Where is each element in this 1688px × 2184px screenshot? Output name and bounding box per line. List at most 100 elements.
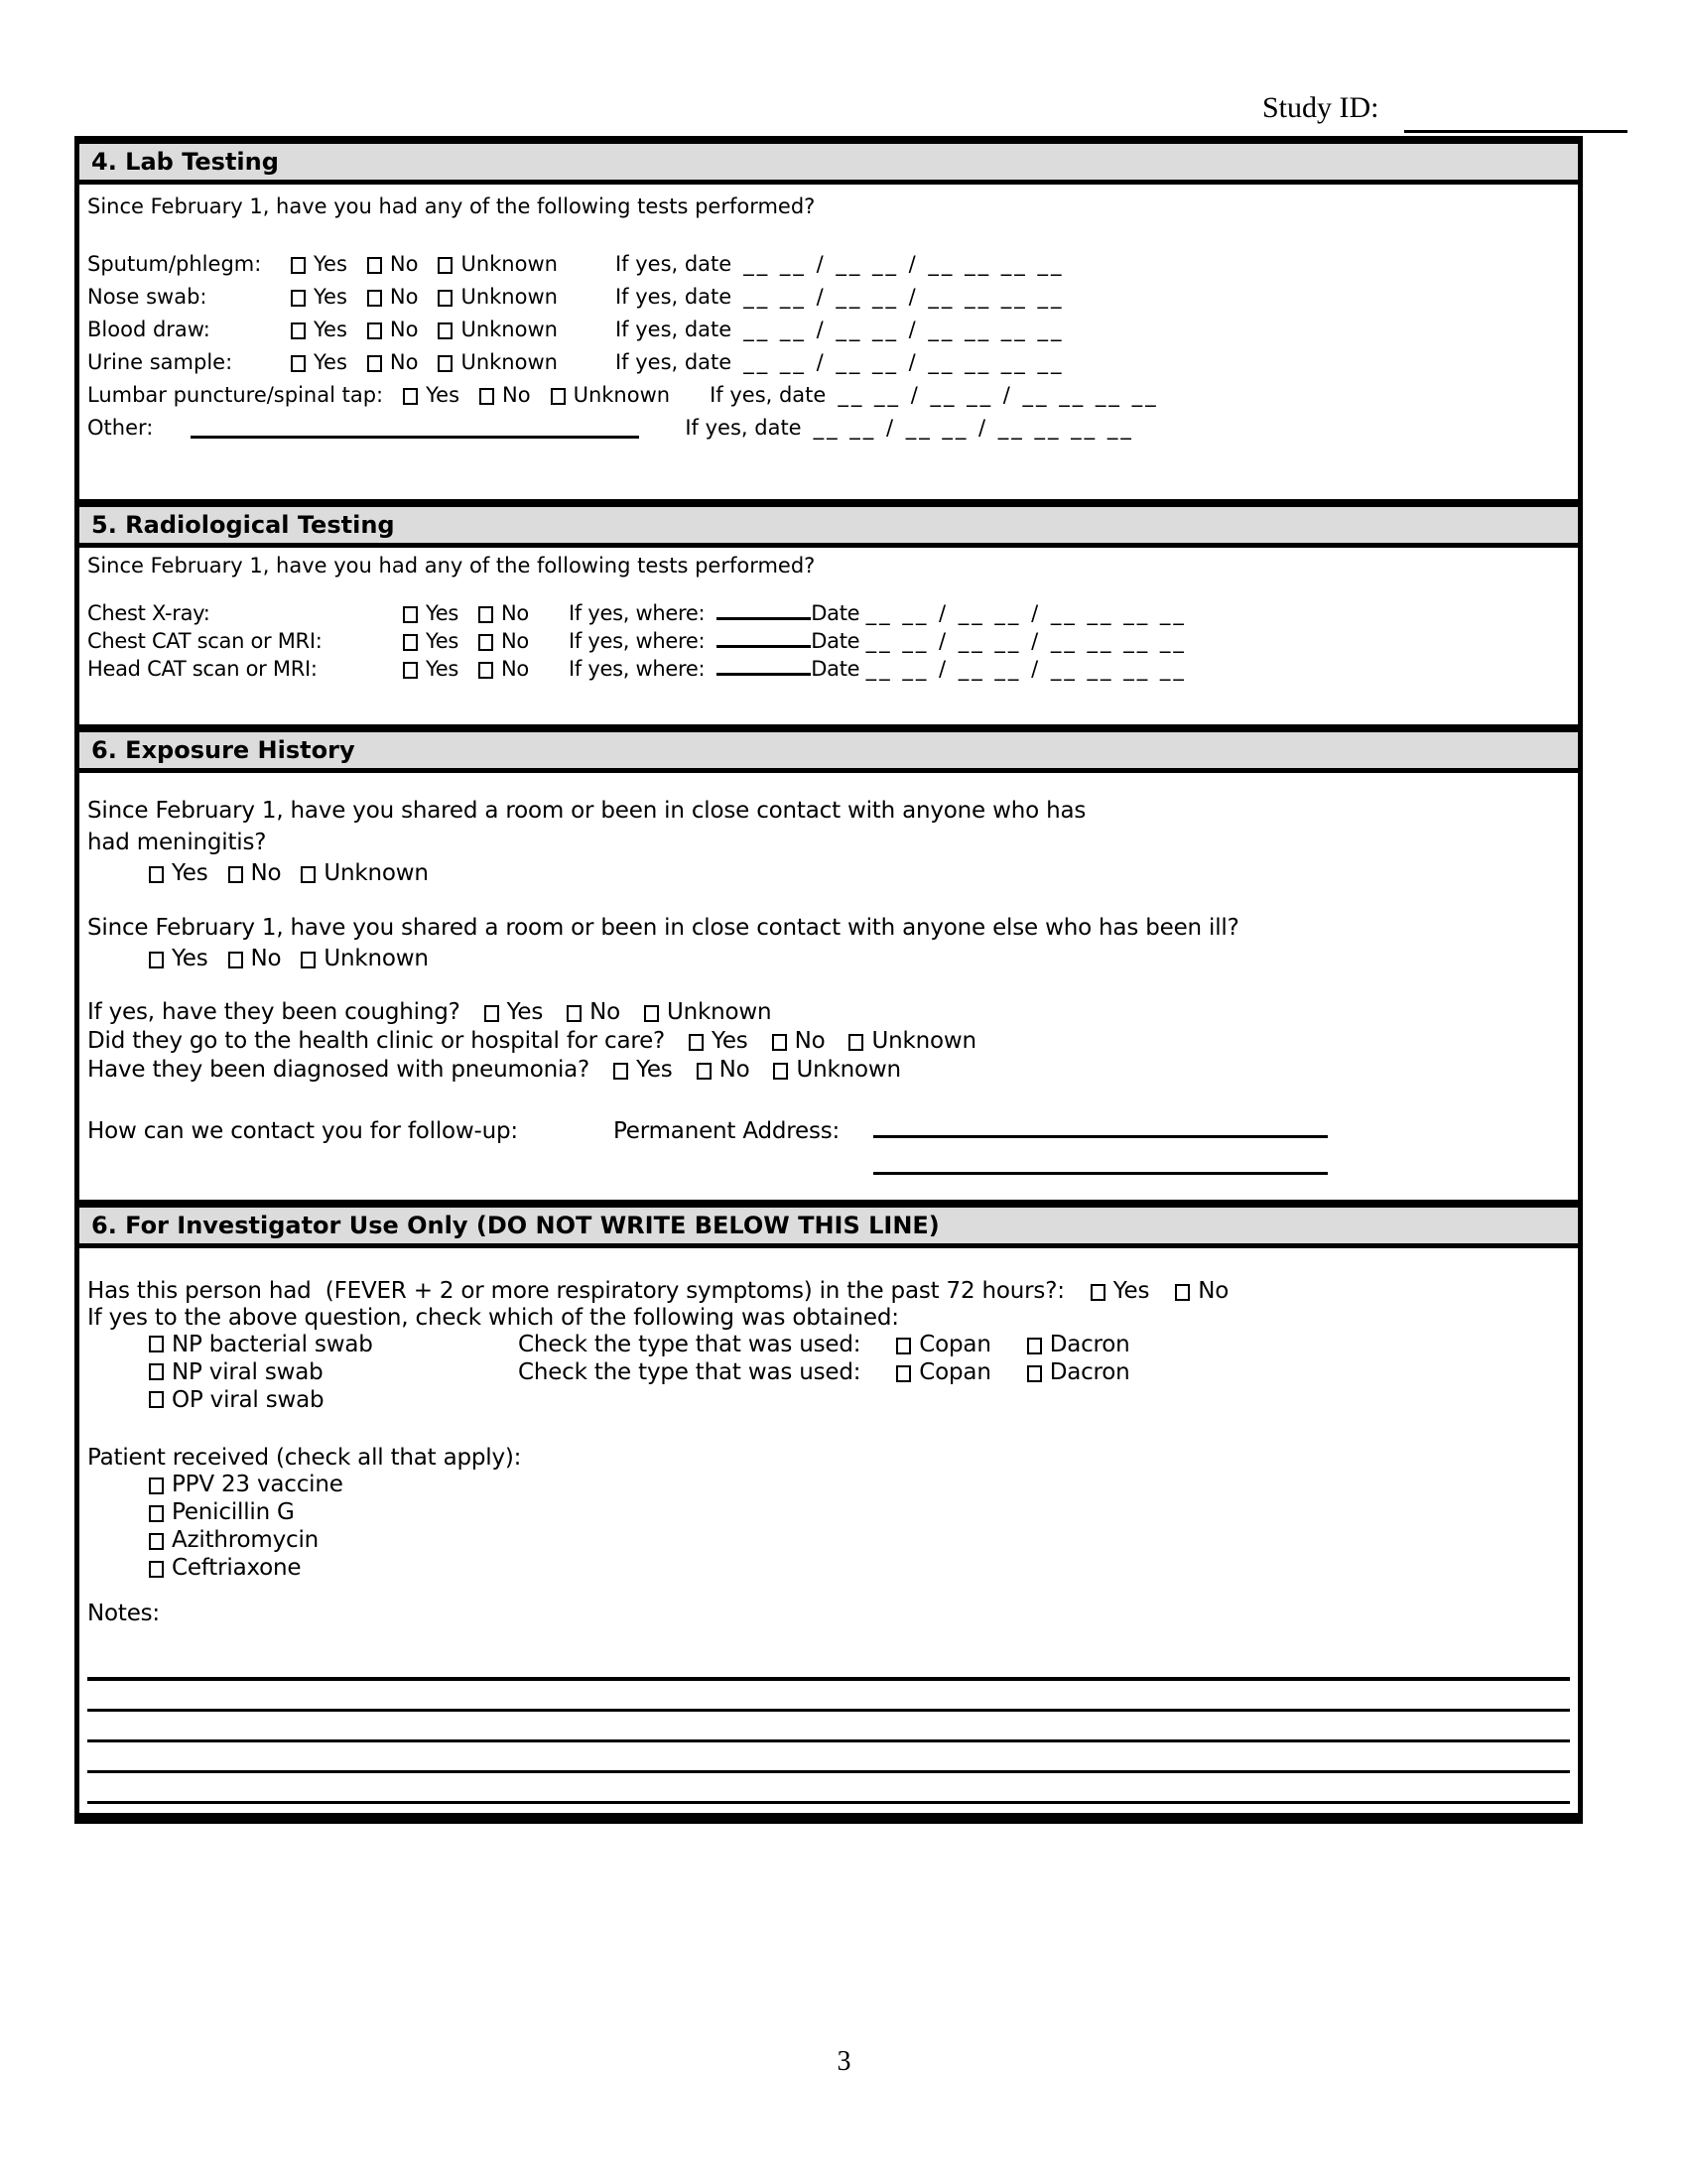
other-test-blank[interactable] [191,416,640,439]
clinic-yes-option[interactable]: Yes [689,1028,748,1054]
notes-line-blank[interactable] [87,1804,1570,1813]
unknown-checkbox-icon[interactable] [644,1004,660,1022]
date-field[interactable]: __ __ / __ __ / __ __ __ __ [743,350,1065,374]
coughing-unknown-option[interactable]: Unknown [644,999,772,1025]
yes-checkbox-icon[interactable] [291,256,306,274]
notes-line-blank[interactable] [87,1773,1570,1804]
where-blank[interactable] [716,655,812,676]
no-checkbox-icon[interactable] [478,633,493,651]
unknown-checkbox-icon[interactable] [301,951,317,968]
head-cat-no-option[interactable]: No [478,657,529,681]
urine-unknown-option[interactable]: Unknown [438,350,558,374]
sputum-yes-option[interactable]: Yes [291,252,347,276]
no-checkbox-icon[interactable] [366,354,382,372]
blood-no-option[interactable]: No [366,318,418,341]
penicillin-g-option[interactable]: Penicillin G [149,1499,295,1525]
ill-yes-option[interactable]: Yes [149,946,208,971]
sputum-unknown-option[interactable]: Unknown [438,252,558,276]
np-bacterial-swab-option[interactable]: NP bacterial swab [149,1332,518,1357]
pneumonia-no-option[interactable]: No [696,1057,750,1083]
ill-unknown-option[interactable]: Unknown [301,946,429,971]
copan-checkbox-icon[interactable] [896,1364,912,1382]
blood-unknown-option[interactable]: Unknown [438,318,558,341]
study-id-blank[interactable] [1404,102,1627,133]
unknown-checkbox-icon[interactable] [438,256,454,274]
notes-line-blank[interactable] [87,1742,1570,1773]
nose-no-option[interactable]: No [366,285,418,309]
np-bacterial-swab-checkbox-icon[interactable] [149,1336,164,1352]
nose-unknown-option[interactable]: Unknown [438,285,558,309]
yes-checkbox-icon[interactable] [403,661,418,679]
unknown-checkbox-icon[interactable] [438,321,454,339]
urine-yes-option[interactable]: Yes [291,350,347,374]
unknown-checkbox-icon[interactable] [438,289,454,307]
yes-checkbox-icon[interactable] [149,865,164,883]
dacron-checkbox-icon[interactable] [1026,1364,1042,1382]
clinic-unknown-option[interactable]: Unknown [848,1028,976,1054]
date-field[interactable]: __ __ / __ __ / __ __ __ __ [743,318,1065,341]
copan-option[interactable]: Copan [896,1359,991,1385]
coughing-no-option[interactable]: No [567,999,620,1025]
no-checkbox-icon[interactable] [227,865,243,883]
sputum-no-option[interactable]: No [366,252,418,276]
date-field[interactable]: __ __ / __ __ / __ __ __ __ [743,285,1065,309]
copan-checkbox-icon[interactable] [896,1337,912,1354]
address-line-1-blank[interactable] [873,1107,1329,1138]
op-viral-swab-checkbox-icon[interactable] [149,1391,164,1408]
unknown-checkbox-icon[interactable] [438,354,454,372]
copan-option[interactable]: Copan [896,1332,991,1357]
notes-line-blank[interactable] [87,1681,1570,1712]
date-field[interactable]: __ __ / __ __ / __ __ __ __ [743,252,1065,276]
meningitis-no-option[interactable]: No [227,860,282,886]
chest-xray-yes-option[interactable]: Yes [403,601,458,625]
yes-checkbox-icon[interactable] [291,289,306,307]
yes-checkbox-icon[interactable] [403,605,418,623]
where-blank[interactable] [716,627,812,648]
no-checkbox-icon[interactable] [478,661,493,679]
where-blank[interactable] [716,599,812,620]
date-field[interactable]: __ __ / __ __ / __ __ __ __ [813,416,1134,440]
chest-cat-no-option[interactable]: No [478,629,529,653]
nose-yes-option[interactable]: Yes [291,285,347,309]
meningitis-unknown-option[interactable]: Unknown [301,860,429,886]
ceftriaxone-option[interactable]: Ceftriaxone [149,1555,302,1581]
no-checkbox-icon[interactable] [771,1033,787,1051]
no-checkbox-icon[interactable] [366,256,382,274]
urine-no-option[interactable]: No [366,350,418,374]
blood-yes-option[interactable]: Yes [291,318,347,341]
yes-checkbox-icon[interactable] [1090,1283,1105,1301]
lumbar-yes-option[interactable]: Yes [403,383,459,407]
pneumonia-unknown-option[interactable]: Unknown [773,1057,901,1083]
no-checkbox-icon[interactable] [366,321,382,339]
notes-line-blank[interactable] [87,1712,1570,1742]
pneumonia-yes-option[interactable]: Yes [613,1057,673,1083]
dacron-checkbox-icon[interactable] [1026,1337,1042,1354]
penicillin-g-checkbox-icon[interactable] [149,1504,164,1522]
azithromycin-checkbox-icon[interactable] [149,1532,164,1550]
address-line-2-blank[interactable] [873,1138,1329,1175]
ill-no-option[interactable]: No [227,946,282,971]
yes-checkbox-icon[interactable] [689,1033,705,1051]
no-checkbox-icon[interactable] [567,1004,583,1022]
no-checkbox-icon[interactable] [227,951,243,968]
unknown-checkbox-icon[interactable] [301,865,317,883]
no-checkbox-icon[interactable] [1175,1283,1191,1301]
date-field[interactable]: __ __ / __ __ / __ __ __ __ [865,657,1187,681]
azithromycin-option[interactable]: Azithromycin [149,1527,319,1553]
lumbar-unknown-option[interactable]: Unknown [550,383,670,407]
no-checkbox-icon[interactable] [478,605,493,623]
dacron-option[interactable]: Dacron [1026,1359,1130,1385]
lumbar-no-option[interactable]: No [479,383,531,407]
chest-xray-no-option[interactable]: No [478,601,529,625]
date-field[interactable]: __ __ / __ __ / __ __ __ __ [865,629,1187,653]
np-viral-swab-checkbox-icon[interactable] [149,1363,164,1380]
yes-checkbox-icon[interactable] [291,321,306,339]
yes-checkbox-icon[interactable] [403,387,419,405]
date-field[interactable]: __ __ / __ __ / __ __ __ __ [865,601,1187,625]
yes-checkbox-icon[interactable] [483,1004,499,1022]
meningitis-yes-option[interactable]: Yes [149,860,208,886]
no-checkbox-icon[interactable] [366,289,382,307]
dacron-option[interactable]: Dacron [1026,1332,1130,1357]
unknown-checkbox-icon[interactable] [550,387,566,405]
coughing-yes-option[interactable]: Yes [483,999,543,1025]
